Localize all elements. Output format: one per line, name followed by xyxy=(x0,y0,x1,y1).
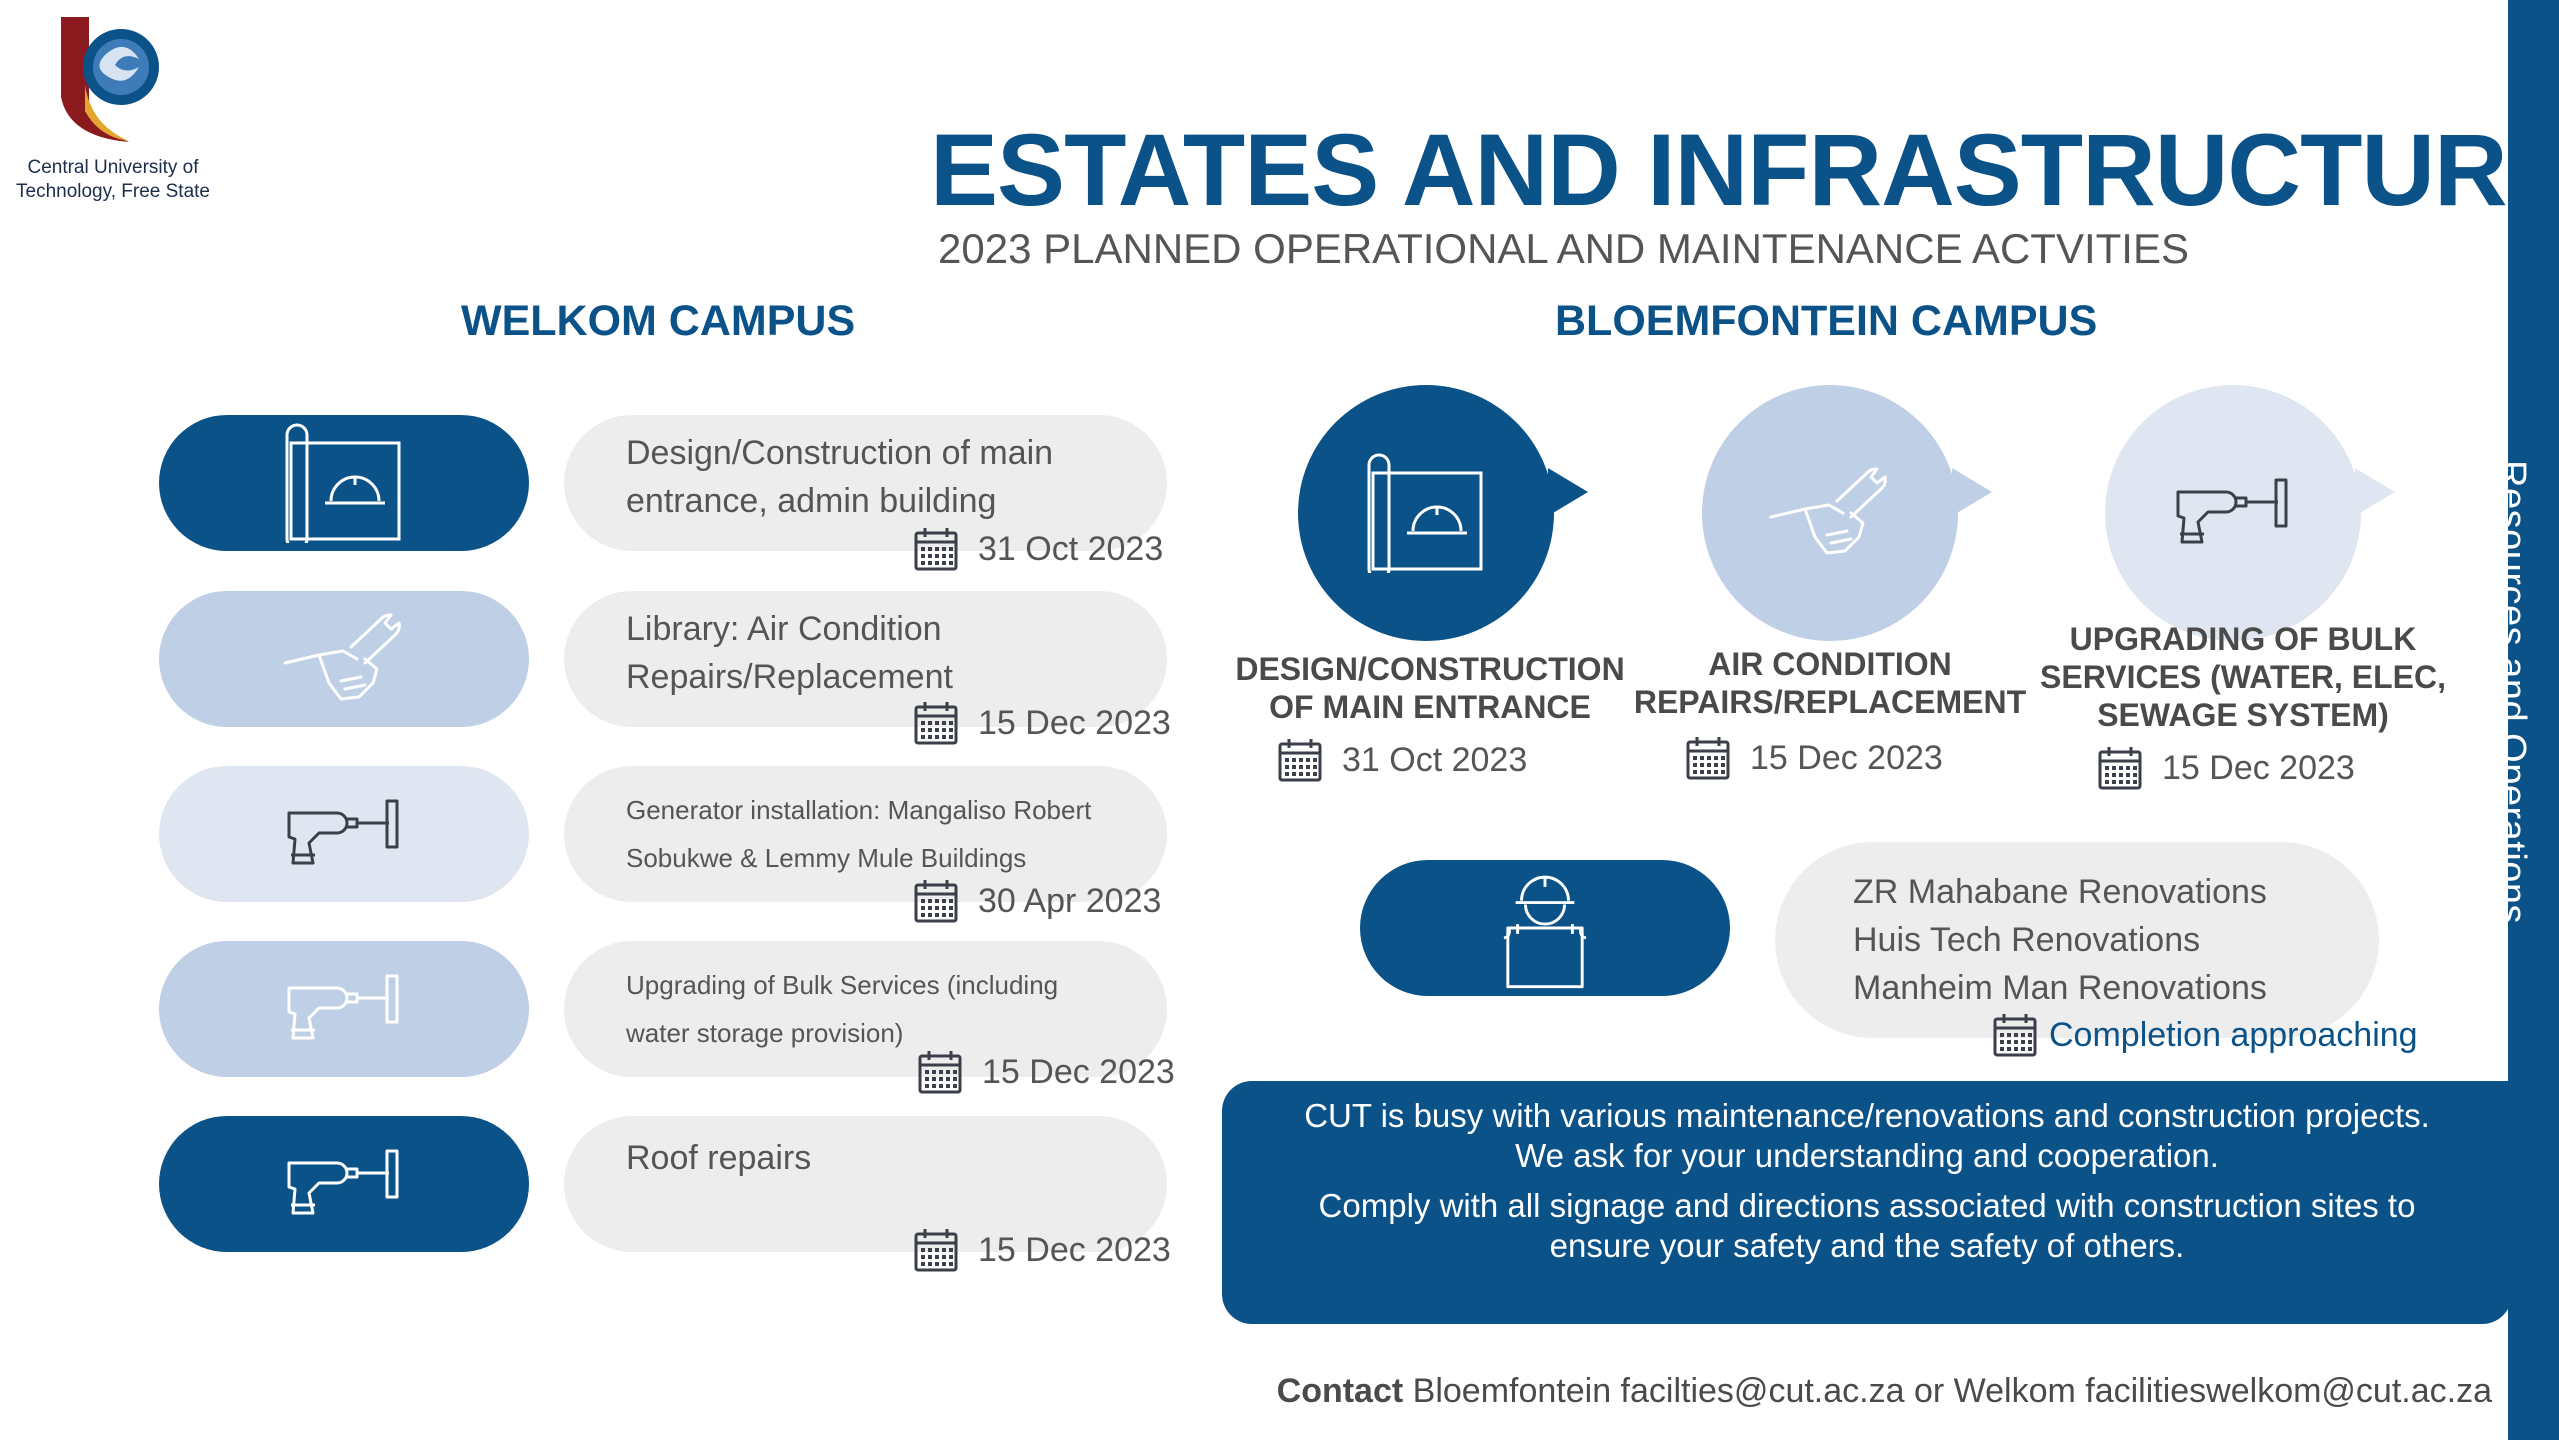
welkom-item-5: Roof repairs xyxy=(564,1116,1167,1252)
drill-icon xyxy=(2176,478,2288,544)
bloem-item-2-line-2: REPAIRS/REPLACEMENT xyxy=(1633,684,2027,720)
blueprint-icon xyxy=(1367,453,1483,573)
renovation-line-1: ZR Mahabane Renovations xyxy=(1853,873,2267,911)
calendar-icon xyxy=(1993,1013,2037,1057)
bloem-item-2-date-text: 15 Dec 2023 xyxy=(1750,738,1943,777)
calendar-icon xyxy=(1278,738,1322,782)
bloem-item-1-circle xyxy=(1298,385,1554,641)
notice-box: CUT is busy with various maintenance/ren… xyxy=(1222,1081,2512,1324)
welkom-item-4-icon-pill xyxy=(159,941,529,1077)
renovations-status-text: Completion approaching xyxy=(2049,1015,2418,1054)
bloem-item-3-date-text: 15 Dec 2023 xyxy=(2162,748,2355,787)
renovation-line-3: Manheim Man Renovations xyxy=(1853,969,2267,1007)
notice-line-3: Comply with all signage and directions a… xyxy=(1318,1187,2416,1224)
notice-line-1: CUT is busy with various maintenance/ren… xyxy=(1304,1097,2430,1134)
calendar-icon xyxy=(914,1228,958,1272)
logo-line-1: Central University of xyxy=(27,157,199,178)
calendar-icon xyxy=(918,1050,962,1094)
bloem-item-2-title: AIR CONDITION REPAIRS/REPLACEMENT xyxy=(1625,645,2035,721)
renovations-status: Completion approaching xyxy=(1993,1013,2418,1057)
sidebar: Resources and Operations xyxy=(2491,0,2559,1440)
welkom-item-2-date: 15 Dec 2023 xyxy=(914,701,1171,745)
welkom-item-3-icon-pill xyxy=(159,766,529,902)
welkom-item-3-date-text: 30 Apr 2023 xyxy=(978,881,1162,920)
blueprint-icon xyxy=(285,423,401,543)
drill-icon xyxy=(287,974,399,1040)
bloem-item-3-line-2: SERVICES (WATER, ELEC, xyxy=(2040,659,2446,695)
bloem-item-1-line-1: DESIGN/CONSTRUCTION xyxy=(1235,651,1625,687)
welkom-item-5-date: 15 Dec 2023 xyxy=(914,1228,1171,1272)
welkom-item-3-line-2: Sobukwe & Lemmy Mule Buildings xyxy=(626,843,1027,873)
welkom-item-1-icon-pill xyxy=(159,415,529,551)
welkom-item-2-date-text: 15 Dec 2023 xyxy=(978,703,1171,742)
bloem-item-3-line-3: SEWAGE SYSTEM) xyxy=(2097,697,2389,733)
page-subtitle: 2023 PLANNED OPERATIONAL AND MAINTENANCE… xyxy=(938,225,2189,272)
welkom-item-3-line-1: Generator installation: Mangaliso Robert xyxy=(626,795,1092,825)
bloem-item-2-circle xyxy=(1702,385,1958,641)
welkom-item-4-line-2: water storage provision) xyxy=(626,1018,904,1048)
bloem-item-3-pointer xyxy=(2355,468,2395,516)
calendar-icon xyxy=(914,701,958,745)
calendar-icon xyxy=(914,879,958,923)
contact-label: Contact xyxy=(1276,1372,1404,1410)
bloem-item-2-date: 15 Dec 2023 xyxy=(1686,736,1943,780)
welkom-item-5-date-text: 15 Dec 2023 xyxy=(978,1230,1171,1269)
welkom-campus-title: WELKOM CAMPUS xyxy=(461,297,856,345)
welkom-item-3: Generator installation: Mangaliso Robert… xyxy=(564,766,1167,902)
welkom-item-1: Design/Construction of main entrance, ad… xyxy=(564,415,1167,551)
wrench-hand-icon xyxy=(1769,467,1887,555)
welkom-item-1-date-text: 31 Oct 2023 xyxy=(978,529,1164,568)
welkom-item-1-line-1: Design/Construction of main xyxy=(626,434,1054,472)
notice-line-4: ensure your safety and the safety of oth… xyxy=(1549,1227,2185,1264)
welkom-item-2-line-2: Repairs/Replacement xyxy=(626,658,953,696)
logo-line-2: Technology, Free State xyxy=(16,181,210,202)
bloem-item-1-date: 31 Oct 2023 xyxy=(1278,738,1527,782)
bloem-item-1-pointer xyxy=(1548,468,1588,516)
renovations-card: ZR Mahabane Renovations Huis Tech Renova… xyxy=(1775,842,2379,1038)
calendar-icon xyxy=(1686,736,1730,780)
welkom-item-4-line-1: Upgrading of Bulk Services (including xyxy=(626,970,1059,1000)
wrench-hand-icon xyxy=(283,613,401,701)
calendar-icon xyxy=(914,527,958,571)
bloem-item-2-pointer xyxy=(1952,468,1992,516)
bloem-item-3-circle xyxy=(2105,385,2361,641)
bloem-item-3-line-1: UPGRADING OF BULK xyxy=(2069,621,2417,657)
welkom-item-4-date-text: 15 Dec 2023 xyxy=(982,1052,1175,1091)
welkom-item-1-line-2: entrance, admin building xyxy=(626,482,997,520)
bloem-item-3-date: 15 Dec 2023 xyxy=(2098,746,2355,790)
welkom-item-1-date: 31 Oct 2023 xyxy=(914,527,1163,571)
welkom-item-5-icon-pill xyxy=(159,1116,529,1252)
renovation-line-2: Huis Tech Renovations xyxy=(1853,921,2201,959)
bloemfontein-campus-title: BLOEMFONTEIN CAMPUS xyxy=(1555,297,2098,345)
contact-line: Contact Bloemfontein facilties@cut.ac.za… xyxy=(1277,1372,2492,1411)
welkom-item-2: Library: Air Condition Repairs/Replaceme… xyxy=(564,591,1167,727)
worker-icon xyxy=(1502,875,1588,989)
logo-text: Central University of Technology, Free S… xyxy=(8,156,218,204)
sidebar-label: Resources and Operations xyxy=(2491,460,2533,925)
page-title: ESTATES AND INFRASTRUCTURE xyxy=(930,113,2559,227)
welkom-item-3-date: 30 Apr 2023 xyxy=(914,879,1161,923)
bloem-item-2-line-1: AIR CONDITION xyxy=(1708,646,1952,682)
contact-text: Bloemfontein facilties@cut.ac.za or Welk… xyxy=(1403,1372,2492,1410)
welkom-item-2-icon-pill xyxy=(159,591,529,727)
renovations-icon-pill xyxy=(1360,860,1730,996)
bloem-item-1-date-text: 31 Oct 2023 xyxy=(1342,740,1528,779)
calendar-icon xyxy=(2098,746,2142,790)
bloem-item-1-line-2: OF MAIN ENTRANCE xyxy=(1269,689,1591,725)
welkom-item-4-date: 15 Dec 2023 xyxy=(918,1050,1175,1094)
welkom-item-5-line-1: Roof repairs xyxy=(626,1139,812,1177)
university-logo xyxy=(55,15,165,145)
welkom-item-4: Upgrading of Bulk Services (including wa… xyxy=(564,941,1167,1077)
bloem-item-3-title: UPGRADING OF BULK SERVICES (WATER, ELEC,… xyxy=(2038,620,2448,734)
notice-line-2: We ask for your understanding and cooper… xyxy=(1515,1137,2219,1174)
welkom-item-2-line-1: Library: Air Condition xyxy=(626,610,942,648)
bloem-item-1-title: DESIGN/CONSTRUCTION OF MAIN ENTRANCE xyxy=(1225,650,1635,726)
drill-icon xyxy=(287,1149,399,1215)
drill-icon xyxy=(287,799,399,865)
